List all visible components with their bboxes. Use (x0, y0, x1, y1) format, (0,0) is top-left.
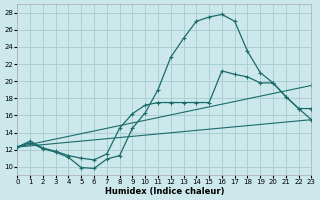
X-axis label: Humidex (Indice chaleur): Humidex (Indice chaleur) (105, 187, 224, 196)
